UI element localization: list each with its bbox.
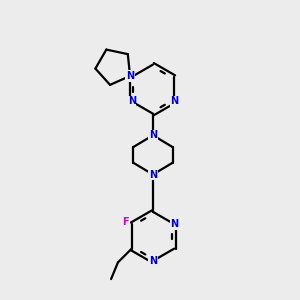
Text: N: N — [149, 130, 157, 140]
Text: N: N — [170, 219, 178, 229]
Text: N: N — [149, 256, 157, 266]
Text: N: N — [128, 96, 136, 106]
Text: N: N — [126, 71, 134, 81]
Text: N: N — [149, 169, 157, 179]
Text: F: F — [122, 217, 129, 227]
Text: N: N — [170, 96, 178, 106]
